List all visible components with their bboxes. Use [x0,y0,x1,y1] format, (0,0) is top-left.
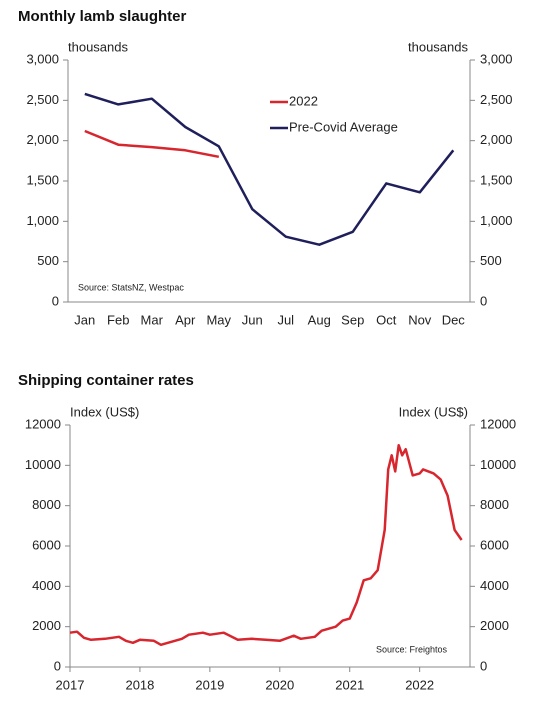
y-tick-label: 1,500 [26,172,59,187]
series-line [84,92,455,246]
x-tick-label: Dec [442,312,466,327]
y2-tick-label: 2,500 [480,92,513,107]
y2-tick-label: 8000 [480,497,509,512]
y-axis-label: thousands [68,39,128,54]
x-tick-label: 2020 [265,677,294,692]
y-tick-label: 10000 [25,457,61,472]
y2-tick-label: 4000 [480,578,509,593]
y2-tick-label: 500 [480,253,502,268]
y-tick-label: 2,500 [26,92,59,107]
x-tick-label: Oct [376,312,397,327]
y-tick-label: 2,000 [26,132,59,147]
source-note: Source: Freightos [376,644,448,654]
y-tick-label: 4000 [32,578,61,593]
series-line [84,129,220,159]
y-tick-label: 0 [54,658,61,673]
x-tick-label: Sep [341,312,364,327]
y2-tick-label: 0 [480,658,487,673]
y-tick-label: 3,000 [26,51,59,66]
chart-title: Shipping container rates [18,372,194,389]
x-tick-label: May [206,312,231,327]
y2-tick-label: 2,000 [480,132,513,147]
y-tick-label: 2000 [32,618,61,633]
y2-tick-label: 2000 [480,618,509,633]
y2-tick-label: 6000 [480,537,509,552]
x-tick-label: Aug [308,312,331,327]
y2-tick-label: 3,000 [480,51,513,66]
x-tick-label: 2017 [56,677,85,692]
legend-label: Pre-Covid Average [289,119,398,134]
chart-title: Monthly lamb slaughter [18,8,187,25]
y2-axis-label: thousands [408,39,468,54]
y2-tick-label: 0 [480,293,487,308]
x-tick-label: Mar [141,312,164,327]
x-tick-label: Feb [107,312,129,327]
y2-axis-label: Index (US$) [399,404,468,419]
y-axis-label: Index (US$) [70,404,139,419]
y-tick-label: 6000 [32,537,61,552]
x-tick-label: Nov [408,312,432,327]
y2-tick-label: 1,500 [480,172,513,187]
x-tick-label: Jun [242,312,263,327]
x-tick-label: 2021 [335,677,364,692]
y2-tick-label: 10000 [480,457,516,472]
x-tick-label: Jan [74,312,95,327]
x-tick-label: Apr [175,312,196,327]
y-tick-label: 8000 [32,497,61,512]
y-tick-label: 12000 [25,416,61,431]
y2-tick-label: 1,000 [480,213,513,228]
x-tick-label: 2019 [195,677,224,692]
y2-tick-label: 12000 [480,416,516,431]
source-note: Source: StatsNZ, Westpac [78,282,184,292]
x-tick-label: Jul [277,312,294,327]
x-tick-label: 2018 [125,677,154,692]
y-tick-label: 0 [52,293,59,308]
y-tick-label: 1,000 [26,213,59,228]
legend-label: 2022 [289,93,318,108]
x-tick-label: 2022 [405,677,434,692]
y-tick-label: 500 [37,253,59,268]
series-line [69,443,463,647]
